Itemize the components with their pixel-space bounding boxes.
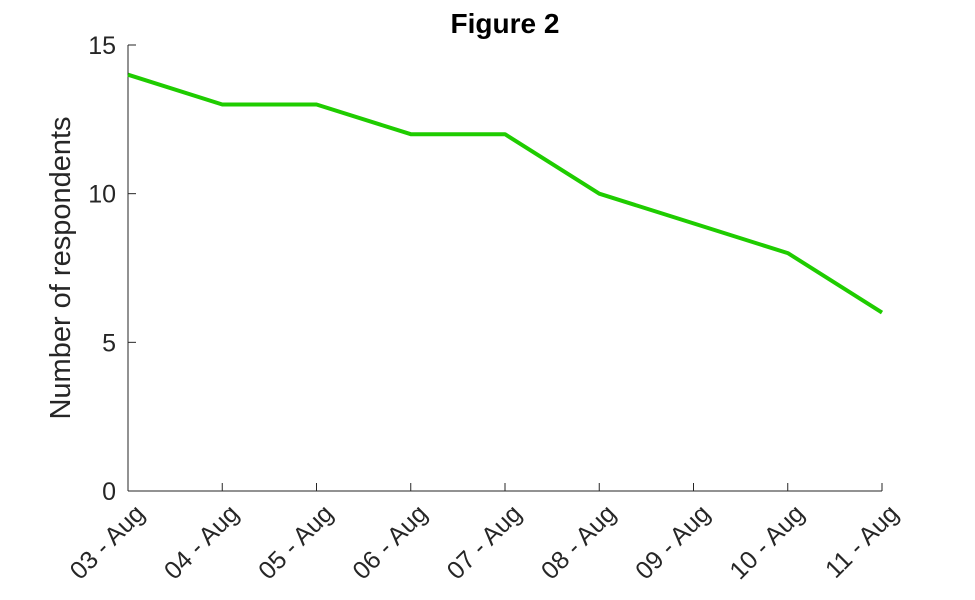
x-tick-label: 05 - Aug (253, 499, 339, 585)
y-tick-label: 15 (88, 32, 116, 60)
y-axis-label: Number of respondents (45, 116, 77, 419)
x-tick-label: 04 - Aug (159, 499, 245, 585)
x-tick-label: 03 - Aug (65, 499, 151, 585)
x-tick-label: 08 - Aug (536, 499, 622, 585)
chart-title: Figure 2 (451, 8, 560, 39)
y-tick-label: 5 (102, 329, 116, 357)
x-tick-label: 06 - Aug (347, 499, 433, 585)
x-tick-label: 09 - Aug (630, 499, 716, 585)
x-tick-label: 10 - Aug (724, 499, 810, 585)
x-tick-label: 11 - Aug (820, 499, 904, 583)
x-tick-label: 07 - Aug (442, 499, 528, 585)
y-tick-label: 0 (102, 478, 116, 506)
series-line (127, 72, 884, 315)
y-ticks: 0 5 10 15 (88, 32, 136, 506)
y-tick-label: 10 (88, 181, 116, 209)
series-group (127, 72, 884, 315)
x-ticks: 03 - Aug 04 - Aug 05 - Aug 06 - Aug 07 - Aug… (65, 483, 904, 585)
